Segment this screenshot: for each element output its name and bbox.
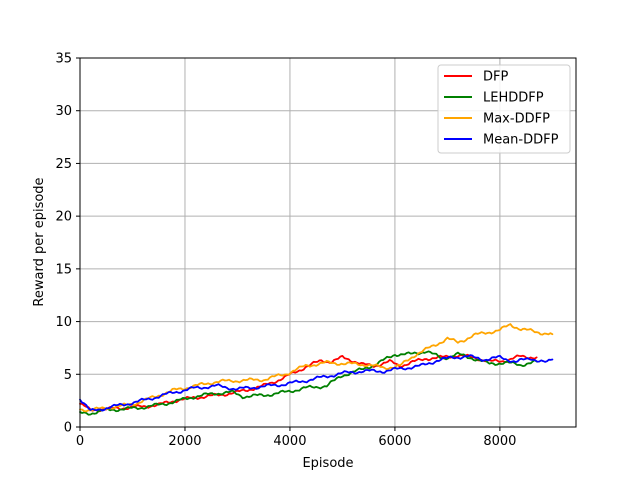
y-tick-label: 30 [55,104,72,119]
series-line-mean-ddfp [79,354,554,412]
legend-label-lehddfp: LEHDDFP [483,91,544,106]
x-tick-label: 4000 [273,434,306,449]
x-tick-label: 0 [76,434,84,449]
legend-label-max-ddfp: Max-DDFP [483,112,550,127]
legend: DFP LEHDDFP Max-DDFP Mean-DDFP [437,64,571,154]
y-axis-label: Reward per episode [32,177,47,306]
series-line-lehddfp [79,350,538,416]
x-tick-label: 2000 [168,434,201,449]
x-tick-label: 8000 [483,434,516,449]
legend-entries: DFP LEHDDFP Max-DDFP Mean-DDFP [444,70,559,148]
y-tick-label: 35 [55,52,72,67]
legend-box [437,64,571,154]
legend-label-mean-ddfp: Mean-DDFP [483,133,559,148]
legend-label-dfp: DFP [483,70,508,85]
y-tick-label: 15 [55,262,72,277]
y-tick-label: 0 [64,421,72,436]
axes-frame [79,57,577,428]
y-tick-label: 25 [55,157,72,172]
y-tick-label: 5 [64,368,72,383]
axis-ticks: 0 2000 4000 6000 8000 0 5 10 15 20 25 30 35 [55,52,516,450]
series-line-dfp [79,353,538,413]
y-tick-label: 10 [55,315,72,330]
x-tick-label: 6000 [378,434,411,449]
x-axis-label: Episode [302,456,353,471]
y-tick-label: 20 [55,210,72,225]
series-lines [79,323,554,416]
series-line-max-ddfp [79,323,554,413]
